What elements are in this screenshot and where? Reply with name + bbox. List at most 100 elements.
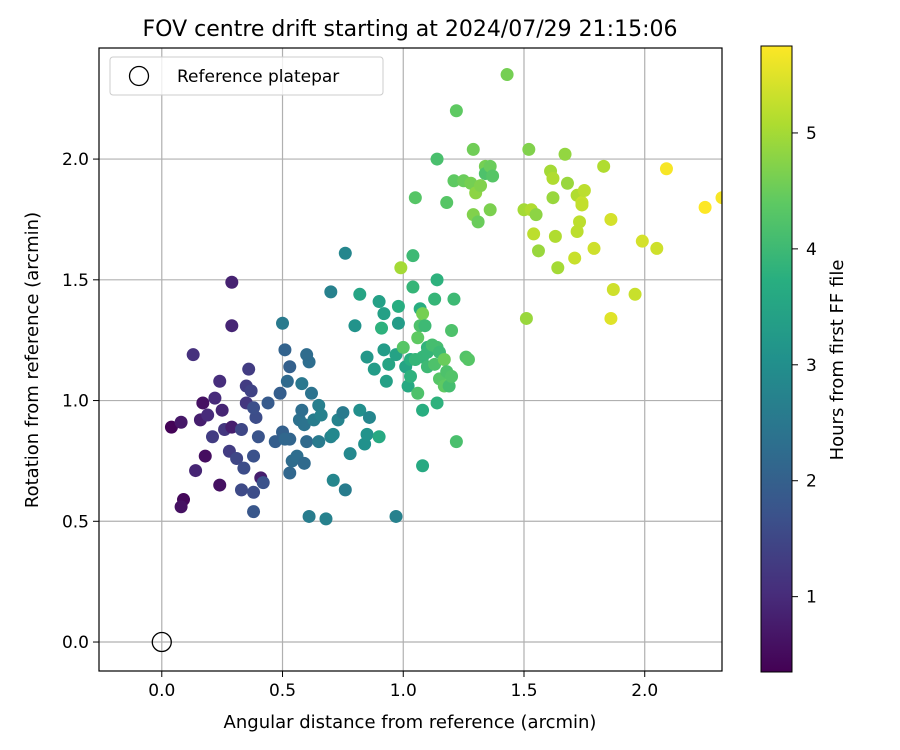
data-point [353, 287, 367, 301]
data-point [312, 435, 326, 449]
legend-marker-icon [128, 65, 150, 87]
data-point [411, 386, 425, 400]
data-point [551, 261, 565, 275]
data-point [416, 403, 430, 417]
data-point [411, 331, 425, 345]
data-point [471, 215, 485, 229]
colorbar-tick-label: 5 [806, 124, 817, 144]
data-point [548, 229, 562, 243]
data-point [314, 408, 328, 422]
data-point [522, 142, 536, 156]
data-point [546, 171, 560, 185]
data-point [201, 408, 215, 422]
data-point [297, 418, 311, 432]
colorbar-tick-label: 4 [806, 240, 817, 260]
data-point [597, 159, 611, 173]
data-point [278, 343, 292, 357]
data-point [247, 401, 261, 415]
data-point [300, 348, 314, 362]
colorbar-label: Hours from first FF file [827, 260, 848, 461]
data-point [362, 410, 376, 424]
data-point [164, 420, 178, 434]
data-point [406, 280, 420, 294]
data-point [445, 369, 459, 383]
x-tick-label: 2.0 [631, 681, 658, 701]
y-tick-label: 1.0 [62, 392, 89, 412]
x-tick-label: 0.5 [269, 681, 296, 701]
data-point [650, 241, 664, 255]
data-point [430, 152, 444, 166]
plot-frame [98, 47, 723, 672]
data-point [283, 466, 297, 480]
y-axis-label: Rotation from reference (arcmin) [22, 212, 43, 508]
data-point [234, 483, 248, 497]
data-point [261, 396, 275, 410]
data-point [389, 509, 403, 523]
legend-box [109, 56, 384, 96]
colorbar-gradient [761, 46, 792, 672]
data-point [440, 196, 454, 210]
data-point [225, 319, 239, 333]
data-point [283, 360, 297, 374]
data-point [408, 191, 422, 205]
data-point [353, 403, 367, 417]
data-point [247, 505, 261, 519]
data-point [575, 198, 589, 212]
data-point [568, 251, 582, 265]
data-point [242, 362, 256, 376]
data-point [230, 452, 244, 466]
x-tick-label: 1.5 [510, 681, 537, 701]
data-point [304, 386, 318, 400]
data-point [372, 430, 386, 444]
data-point [604, 212, 618, 226]
data-point [635, 234, 649, 248]
data-point [474, 179, 488, 193]
data-point [237, 461, 251, 475]
data-point [186, 348, 200, 362]
data-point [360, 350, 374, 364]
data-point [447, 292, 461, 306]
colorbar-tick-label: 3 [806, 356, 817, 376]
data-point [587, 241, 601, 255]
data-point [196, 396, 210, 410]
data-point [628, 287, 642, 301]
legend-label: Reference platepar [177, 67, 339, 87]
data-point [447, 174, 461, 188]
data-point [466, 142, 480, 156]
data-point [430, 396, 444, 410]
data-point [519, 311, 533, 325]
data-point [445, 324, 459, 338]
data-point [302, 509, 316, 523]
data-point [319, 512, 333, 526]
data-point [189, 464, 203, 478]
data-point [198, 449, 212, 463]
data-point [326, 473, 340, 487]
data-point [247, 485, 261, 499]
data-point [391, 316, 405, 330]
data-point [234, 423, 248, 437]
data-point [715, 191, 722, 205]
data-point [573, 215, 587, 229]
data-point [461, 353, 475, 366]
data-point [606, 282, 620, 296]
data-point [529, 208, 543, 222]
data-point [343, 447, 357, 461]
data-point [295, 377, 309, 391]
data-point [437, 353, 451, 366]
data-point [338, 483, 352, 497]
data-point [213, 374, 227, 388]
data-point [546, 191, 560, 205]
data-point [348, 319, 362, 333]
data-point [208, 391, 222, 405]
data-point [428, 292, 442, 306]
y-axis-ticks: 0.0 0.5 1.0 1.5 2.0 [62, 150, 99, 653]
data-point [215, 403, 229, 417]
data-point [430, 273, 444, 287]
data-point [659, 162, 673, 176]
data-point [698, 200, 712, 214]
data-point [251, 430, 265, 444]
data-point [449, 435, 463, 449]
data-point [372, 295, 386, 309]
data-point [500, 68, 514, 82]
x-axis-label: Angular distance from reference (arcmin) [224, 712, 597, 733]
